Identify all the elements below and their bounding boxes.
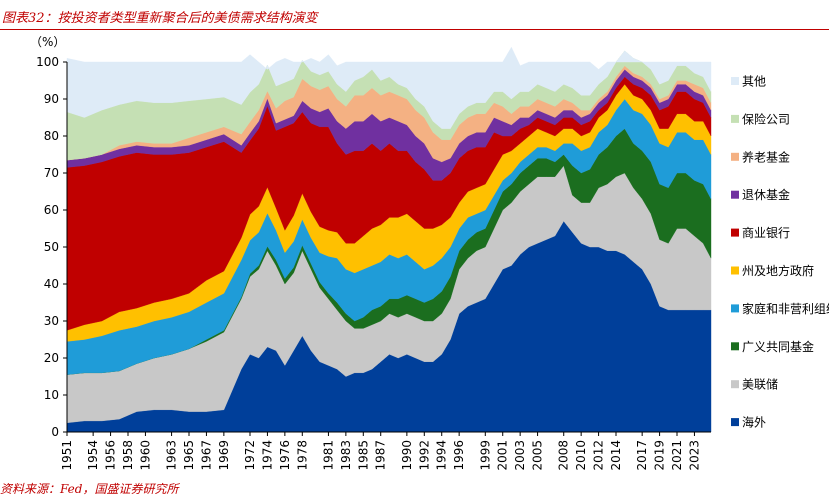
y-tick-label: 0 xyxy=(51,425,59,439)
x-tick-label: 1992 xyxy=(417,440,431,471)
x-tick-label: 1990 xyxy=(400,440,414,471)
x-tick-label: 1956 xyxy=(104,440,118,471)
source-note: 资料来源：Fed，国盛证券研究所 xyxy=(0,482,179,496)
x-tick-label: 1985 xyxy=(356,440,370,471)
x-tick-label: 2019 xyxy=(653,440,667,471)
legend-label: 保险公司 xyxy=(742,111,790,126)
legend-label: 家庭和非营利组织 xyxy=(742,301,829,316)
y-tick-label: 80 xyxy=(44,129,59,143)
x-tick-label: 1967 xyxy=(199,440,213,471)
x-tick-label: 2023 xyxy=(687,440,701,471)
x-tick-label: 1963 xyxy=(165,440,179,471)
x-tick-label: 1954 xyxy=(86,440,100,471)
x-tick-label: 2003 xyxy=(513,440,527,471)
x-tick-label: 1965 xyxy=(182,440,196,471)
x-tick-label: 1999 xyxy=(478,440,492,471)
y-tick-label: 70 xyxy=(44,166,59,180)
x-tick-label: 1951 xyxy=(60,440,74,471)
chart-header: 图表32：按投资者类型重新聚合后的美债需求结构演变 xyxy=(0,4,829,30)
legend-swatch xyxy=(731,77,739,85)
y-tick-label: 30 xyxy=(44,314,59,328)
legend-label: 州及地方政府 xyxy=(742,263,814,278)
chart-title: 图表32：按投资者类型重新聚合后的美债需求结构演变 xyxy=(2,11,318,26)
y-tick-label: 100 xyxy=(36,55,59,69)
x-tick-label: 2017 xyxy=(635,440,649,471)
legend-label: 商业银行 xyxy=(742,225,790,240)
area-10 xyxy=(66,46,712,129)
x-tick-label: 2021 xyxy=(670,440,684,471)
x-tick-label: 1974 xyxy=(260,440,274,471)
legend-swatch xyxy=(731,342,739,351)
y-tick-label: 90 xyxy=(44,92,59,106)
x-tick-label: 2001 xyxy=(496,440,510,471)
legend-label: 海外 xyxy=(742,415,766,430)
x-tick-label: 2014 xyxy=(609,440,623,471)
x-tick-label: 2008 xyxy=(557,440,571,471)
y-tick-label: 60 xyxy=(44,203,59,217)
x-tick-label: 1983 xyxy=(339,440,353,471)
x-tick-label: 1994 xyxy=(435,440,449,471)
y-tick-label: 10 xyxy=(44,388,59,402)
header-divider xyxy=(0,29,829,30)
legend-swatch xyxy=(731,152,739,161)
legend-swatch xyxy=(731,190,739,199)
legend-label: 养老基金 xyxy=(742,149,790,164)
legend-label: 其他 xyxy=(742,75,766,89)
legend-label: 广义共同基金 xyxy=(742,339,814,354)
legend-label: 美联储 xyxy=(742,377,778,392)
legend-swatch xyxy=(731,114,739,123)
x-tick-label: 1978 xyxy=(295,440,309,471)
y-tick-label: 20 xyxy=(44,351,59,365)
x-tick-label: 1958 xyxy=(121,440,135,471)
x-tick-label: 1976 xyxy=(278,440,292,471)
y-tick-label: 40 xyxy=(44,277,59,291)
x-tick-label: 2005 xyxy=(531,440,545,471)
x-tick-label: 1981 xyxy=(321,440,335,471)
x-tick-label: 1972 xyxy=(243,440,257,471)
x-tick-label: 2010 xyxy=(574,440,588,471)
legend-swatch xyxy=(731,304,739,313)
legend-swatch xyxy=(731,266,739,275)
x-tick-label: 1987 xyxy=(374,440,388,471)
legend-swatch xyxy=(731,228,739,237)
y-tick-label: 50 xyxy=(44,240,59,254)
x-tick-label: 1996 xyxy=(452,440,466,471)
legend-swatch xyxy=(731,380,739,389)
x-tick-label: 2012 xyxy=(592,440,606,471)
y-axis-unit: （%） xyxy=(30,35,65,49)
legend-label: 退休基金 xyxy=(742,187,790,202)
legend: 其他保险公司养老基金退休基金商业银行州及地方政府家庭和非营利组织广义共同基金美联… xyxy=(731,75,829,430)
x-tick-label: 1960 xyxy=(138,440,152,471)
x-tick-label: 1969 xyxy=(217,440,231,471)
legend-swatch xyxy=(731,418,739,427)
area-series-group xyxy=(66,46,712,433)
